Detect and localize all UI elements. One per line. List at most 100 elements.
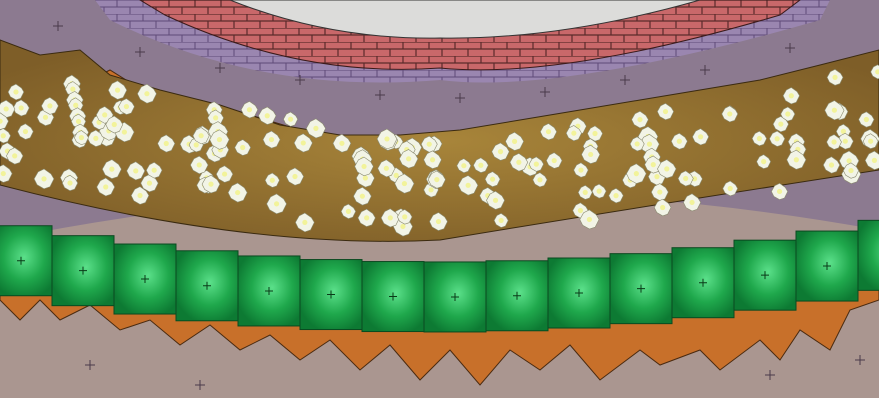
flower bbox=[283, 111, 299, 127]
grass-tile-mark bbox=[389, 292, 397, 301]
flower bbox=[769, 130, 786, 147]
flower bbox=[0, 164, 13, 183]
flower bbox=[0, 128, 11, 144]
flower bbox=[505, 131, 525, 151]
flower bbox=[353, 186, 372, 206]
flower bbox=[782, 87, 800, 105]
flower bbox=[227, 182, 248, 203]
flower bbox=[532, 172, 548, 188]
flower bbox=[126, 161, 146, 181]
flower bbox=[484, 171, 501, 188]
flower bbox=[772, 115, 789, 133]
grass-tile bbox=[485, 260, 549, 332]
floor-mark bbox=[85, 360, 95, 370]
flower bbox=[786, 149, 807, 170]
grass-tile-mark bbox=[203, 281, 211, 290]
flower bbox=[836, 132, 854, 150]
flower bbox=[771, 182, 789, 200]
flower bbox=[394, 173, 415, 194]
flower bbox=[41, 97, 59, 115]
flower bbox=[842, 162, 860, 179]
flower bbox=[376, 128, 398, 150]
flower bbox=[192, 127, 210, 145]
flower bbox=[295, 212, 315, 233]
flower bbox=[17, 123, 34, 140]
flower bbox=[577, 184, 593, 200]
flower bbox=[427, 170, 446, 189]
floor-mark bbox=[53, 21, 63, 31]
flower bbox=[631, 110, 649, 129]
flower bbox=[305, 118, 326, 139]
flower bbox=[118, 98, 135, 115]
flower bbox=[285, 167, 305, 186]
flower bbox=[722, 180, 738, 197]
flower bbox=[420, 135, 438, 153]
grass-tile-mark bbox=[79, 266, 87, 275]
flower bbox=[491, 142, 510, 161]
flower bbox=[824, 100, 845, 121]
flower bbox=[870, 64, 879, 80]
flower bbox=[581, 144, 601, 164]
flower bbox=[33, 168, 55, 190]
flower bbox=[398, 149, 419, 169]
flower bbox=[429, 212, 448, 231]
floor-mark bbox=[375, 90, 385, 100]
flower bbox=[105, 115, 124, 134]
grass-tile-mark bbox=[265, 286, 273, 295]
floor-mark bbox=[455, 93, 465, 103]
flower bbox=[201, 174, 221, 194]
flower bbox=[101, 159, 122, 179]
flower bbox=[650, 183, 669, 201]
flower bbox=[397, 209, 413, 225]
flower bbox=[587, 125, 603, 142]
floor-mark bbox=[620, 75, 630, 85]
flower bbox=[354, 156, 374, 177]
floor-mark bbox=[195, 380, 205, 390]
grass-tile-mark bbox=[513, 291, 521, 300]
flower bbox=[145, 161, 163, 179]
flower bbox=[215, 165, 234, 183]
grass-tile bbox=[0, 225, 53, 297]
grass-tile-mark bbox=[823, 262, 831, 271]
grass-tile-mark bbox=[699, 278, 707, 287]
flower bbox=[545, 152, 563, 169]
flower bbox=[266, 193, 287, 215]
flower bbox=[780, 106, 796, 122]
grass-tile-mark bbox=[637, 284, 645, 293]
flower bbox=[137, 83, 157, 104]
flower bbox=[677, 170, 694, 187]
floor-mark bbox=[700, 65, 710, 75]
flower bbox=[73, 130, 89, 146]
grass-tile-mark bbox=[141, 275, 149, 284]
flower bbox=[858, 111, 875, 128]
flower bbox=[12, 99, 30, 117]
flower bbox=[357, 208, 376, 227]
flower bbox=[656, 103, 675, 121]
grass-tile-mark bbox=[327, 290, 335, 299]
flower bbox=[340, 203, 357, 219]
flower bbox=[626, 163, 647, 184]
flower bbox=[657, 159, 677, 179]
grass-tile-mark bbox=[761, 271, 769, 280]
floor-mark bbox=[785, 43, 795, 53]
flower bbox=[591, 183, 607, 199]
floor-mark bbox=[540, 87, 550, 97]
flower bbox=[826, 134, 842, 150]
flower bbox=[683, 193, 702, 212]
floor-mark bbox=[295, 75, 305, 85]
flower bbox=[140, 174, 159, 193]
grass-tile bbox=[857, 219, 879, 291]
flower bbox=[565, 125, 582, 142]
grass-tile-mark bbox=[451, 292, 459, 301]
flower bbox=[209, 129, 230, 150]
flower bbox=[293, 133, 313, 153]
flower bbox=[157, 134, 176, 153]
floor-mark bbox=[135, 47, 145, 57]
flower bbox=[240, 100, 259, 119]
flower bbox=[670, 132, 688, 150]
flower bbox=[539, 123, 558, 141]
flower bbox=[653, 198, 672, 217]
flower bbox=[7, 83, 25, 101]
grass-tile-mark bbox=[575, 289, 583, 298]
